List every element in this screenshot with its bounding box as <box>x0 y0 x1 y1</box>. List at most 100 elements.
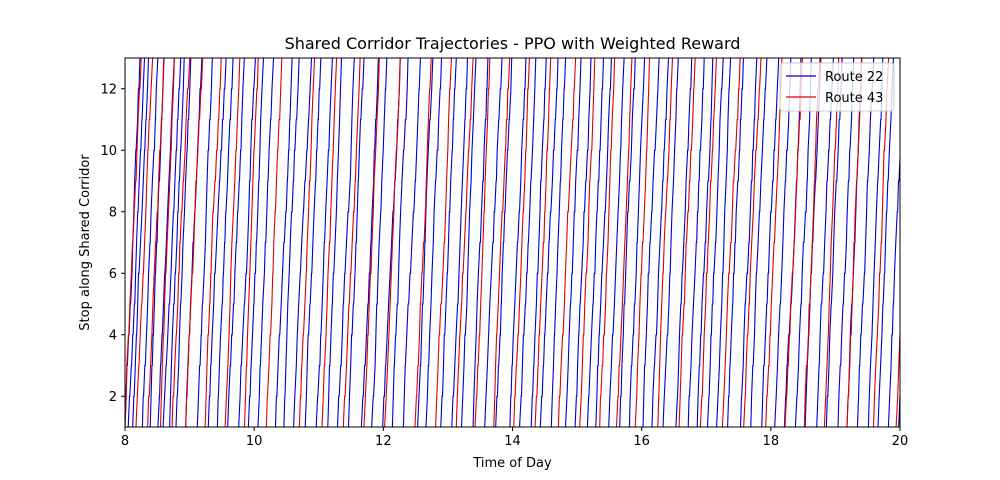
trajectory-route-22 <box>207 58 227 427</box>
trajectory-route-22 <box>574 58 592 427</box>
trajectory-route-22 <box>472 58 489 427</box>
trajectory-route-22 <box>628 58 646 427</box>
trajectory-route-22 <box>169 58 185 427</box>
trajectory-route-22 <box>283 58 300 427</box>
trajectory-route-43 <box>557 58 577 427</box>
x-tick-label: 10 <box>246 434 263 449</box>
x-tick-label: 18 <box>763 434 780 449</box>
trajectory-route-22 <box>402 58 421 427</box>
y-tick-label: 2 <box>109 390 117 405</box>
trajectory-route-22 <box>816 58 834 427</box>
trajectory-route-43 <box>599 58 616 427</box>
trajectory-route-22 <box>451 58 469 427</box>
y-axis: 2 4 6 8 10 12 <box>100 82 125 405</box>
trajectory-route-22 <box>417 58 434 427</box>
trajectory-route-22 <box>696 58 714 427</box>
trajectory-route-22 <box>247 58 265 427</box>
trajectory-route-22 <box>216 58 234 427</box>
y-tick-label: 8 <box>109 205 117 220</box>
y-tick-label: 6 <box>109 267 117 282</box>
legend-label-route-22: Route 22 <box>825 70 883 85</box>
trajectory-route-22 <box>327 58 343 427</box>
trajectory-route-22 <box>293 58 313 427</box>
trajectory-route-22 <box>440 58 457 427</box>
trajectory-route-22 <box>484 58 503 427</box>
trajectory-route-22 <box>530 58 547 427</box>
x-axis-label: Time of Day <box>472 456 552 471</box>
trajectory-route-22 <box>783 58 802 427</box>
trajectory-route-43 <box>135 58 154 427</box>
trajectory-route-43 <box>171 58 191 427</box>
trajectory-route-43 <box>125 58 142 427</box>
trajectory-route-22 <box>371 58 388 427</box>
trajectory-route-22 <box>425 58 443 427</box>
trajectory-route-22 <box>274 58 293 427</box>
trajectory-route-43 <box>823 58 840 427</box>
trajectory-route-43 <box>342 58 361 427</box>
y-tick-label: 12 <box>100 82 117 97</box>
trajectory-route-43 <box>534 58 552 427</box>
trajectory-route-22 <box>877 58 895 427</box>
trajectory-route-22 <box>162 58 182 427</box>
trajectory-route-22 <box>586 58 605 427</box>
y-tick-label: 10 <box>100 144 117 159</box>
trajectory-route-22 <box>460 58 477 427</box>
x-tick-label: 12 <box>375 434 392 449</box>
trajectory-route-43 <box>743 58 762 427</box>
trajectory-route-43 <box>455 58 474 427</box>
trajectory-route-43 <box>784 58 803 427</box>
trajectory-route-22 <box>761 58 780 427</box>
trajectory-route-43 <box>298 58 316 427</box>
legend-label-route-43: Route 43 <box>825 91 883 106</box>
trajectory-route-43 <box>513 58 530 427</box>
trajectory-route-22 <box>382 58 401 427</box>
trajectory-route-22 <box>539 58 559 427</box>
trajectory-route-43 <box>634 58 651 427</box>
trajectory-route-22 <box>360 58 379 427</box>
trajectory-route-22 <box>257 58 275 427</box>
trajectory-route-43 <box>678 58 696 427</box>
y-tick-label: 4 <box>109 328 117 343</box>
x-axis: 8 10 12 14 16 18 20 <box>121 427 908 449</box>
trajectory-route-22 <box>141 58 159 427</box>
trajectory-route-22 <box>315 58 333 427</box>
trajectory-route-22 <box>336 58 355 427</box>
series-layer <box>125 58 900 427</box>
trajectory-route-22 <box>595 58 612 427</box>
trajectory-route-43 <box>435 58 452 427</box>
trajectory-route-43 <box>414 58 432 427</box>
trajectory-route-43 <box>321 58 338 427</box>
trajectory-route-43 <box>895 320 900 427</box>
trajectory-route-22 <box>825 58 843 427</box>
trajectory-route-43 <box>699 58 717 427</box>
chart-title: Shared Corridor Trajectories - PPO with … <box>285 34 741 53</box>
trajectory-route-43 <box>721 58 741 427</box>
legend-box <box>779 62 895 112</box>
trajectory-route-22 <box>304 58 322 427</box>
trajectory-route-22 <box>662 58 679 427</box>
trajectory-route-22 <box>509 58 527 427</box>
trajectory-route-22 <box>157 58 175 427</box>
trajectory-route-43 <box>147 58 165 427</box>
trajectory-route-22 <box>608 58 625 427</box>
trajectory-route-22 <box>837 58 855 427</box>
trajectory-route-22 <box>519 58 537 427</box>
trajectory-route-22 <box>238 58 256 427</box>
trajectory-route-22 <box>716 58 732 427</box>
x-tick-label: 8 <box>121 434 129 449</box>
trajectory-route-22 <box>495 58 513 427</box>
trajectory-route-22 <box>750 58 768 427</box>
trajectory-route-22 <box>619 58 636 427</box>
trajectory-route-22 <box>794 58 812 427</box>
trajectory-route-22 <box>127 58 146 427</box>
trajectory-route-22 <box>687 58 705 427</box>
x-tick-label: 14 <box>504 434 521 449</box>
trajectory-route-22 <box>391 58 409 427</box>
trajectory-route-43 <box>657 58 674 427</box>
trajectory-route-22 <box>651 58 670 427</box>
trajectory-route-43 <box>185 58 204 427</box>
y-axis-label: Stop along Shared Corridor <box>78 154 93 331</box>
trajectory-route-43 <box>615 58 633 427</box>
trajectory-route-22 <box>642 58 660 427</box>
